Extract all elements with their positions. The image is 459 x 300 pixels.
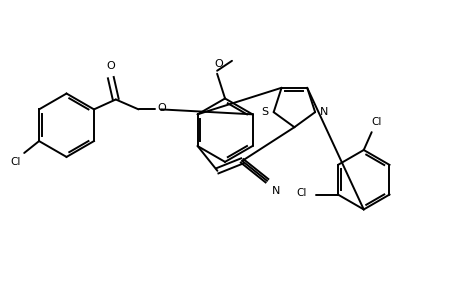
- Text: N: N: [271, 186, 280, 196]
- Text: Cl: Cl: [295, 188, 306, 198]
- Text: S: S: [261, 107, 268, 117]
- Text: Cl: Cl: [10, 157, 21, 167]
- Text: N: N: [319, 107, 328, 117]
- Text: Cl: Cl: [370, 117, 381, 127]
- Text: O: O: [106, 61, 115, 71]
- Text: O: O: [214, 59, 223, 69]
- Text: O: O: [157, 103, 166, 113]
